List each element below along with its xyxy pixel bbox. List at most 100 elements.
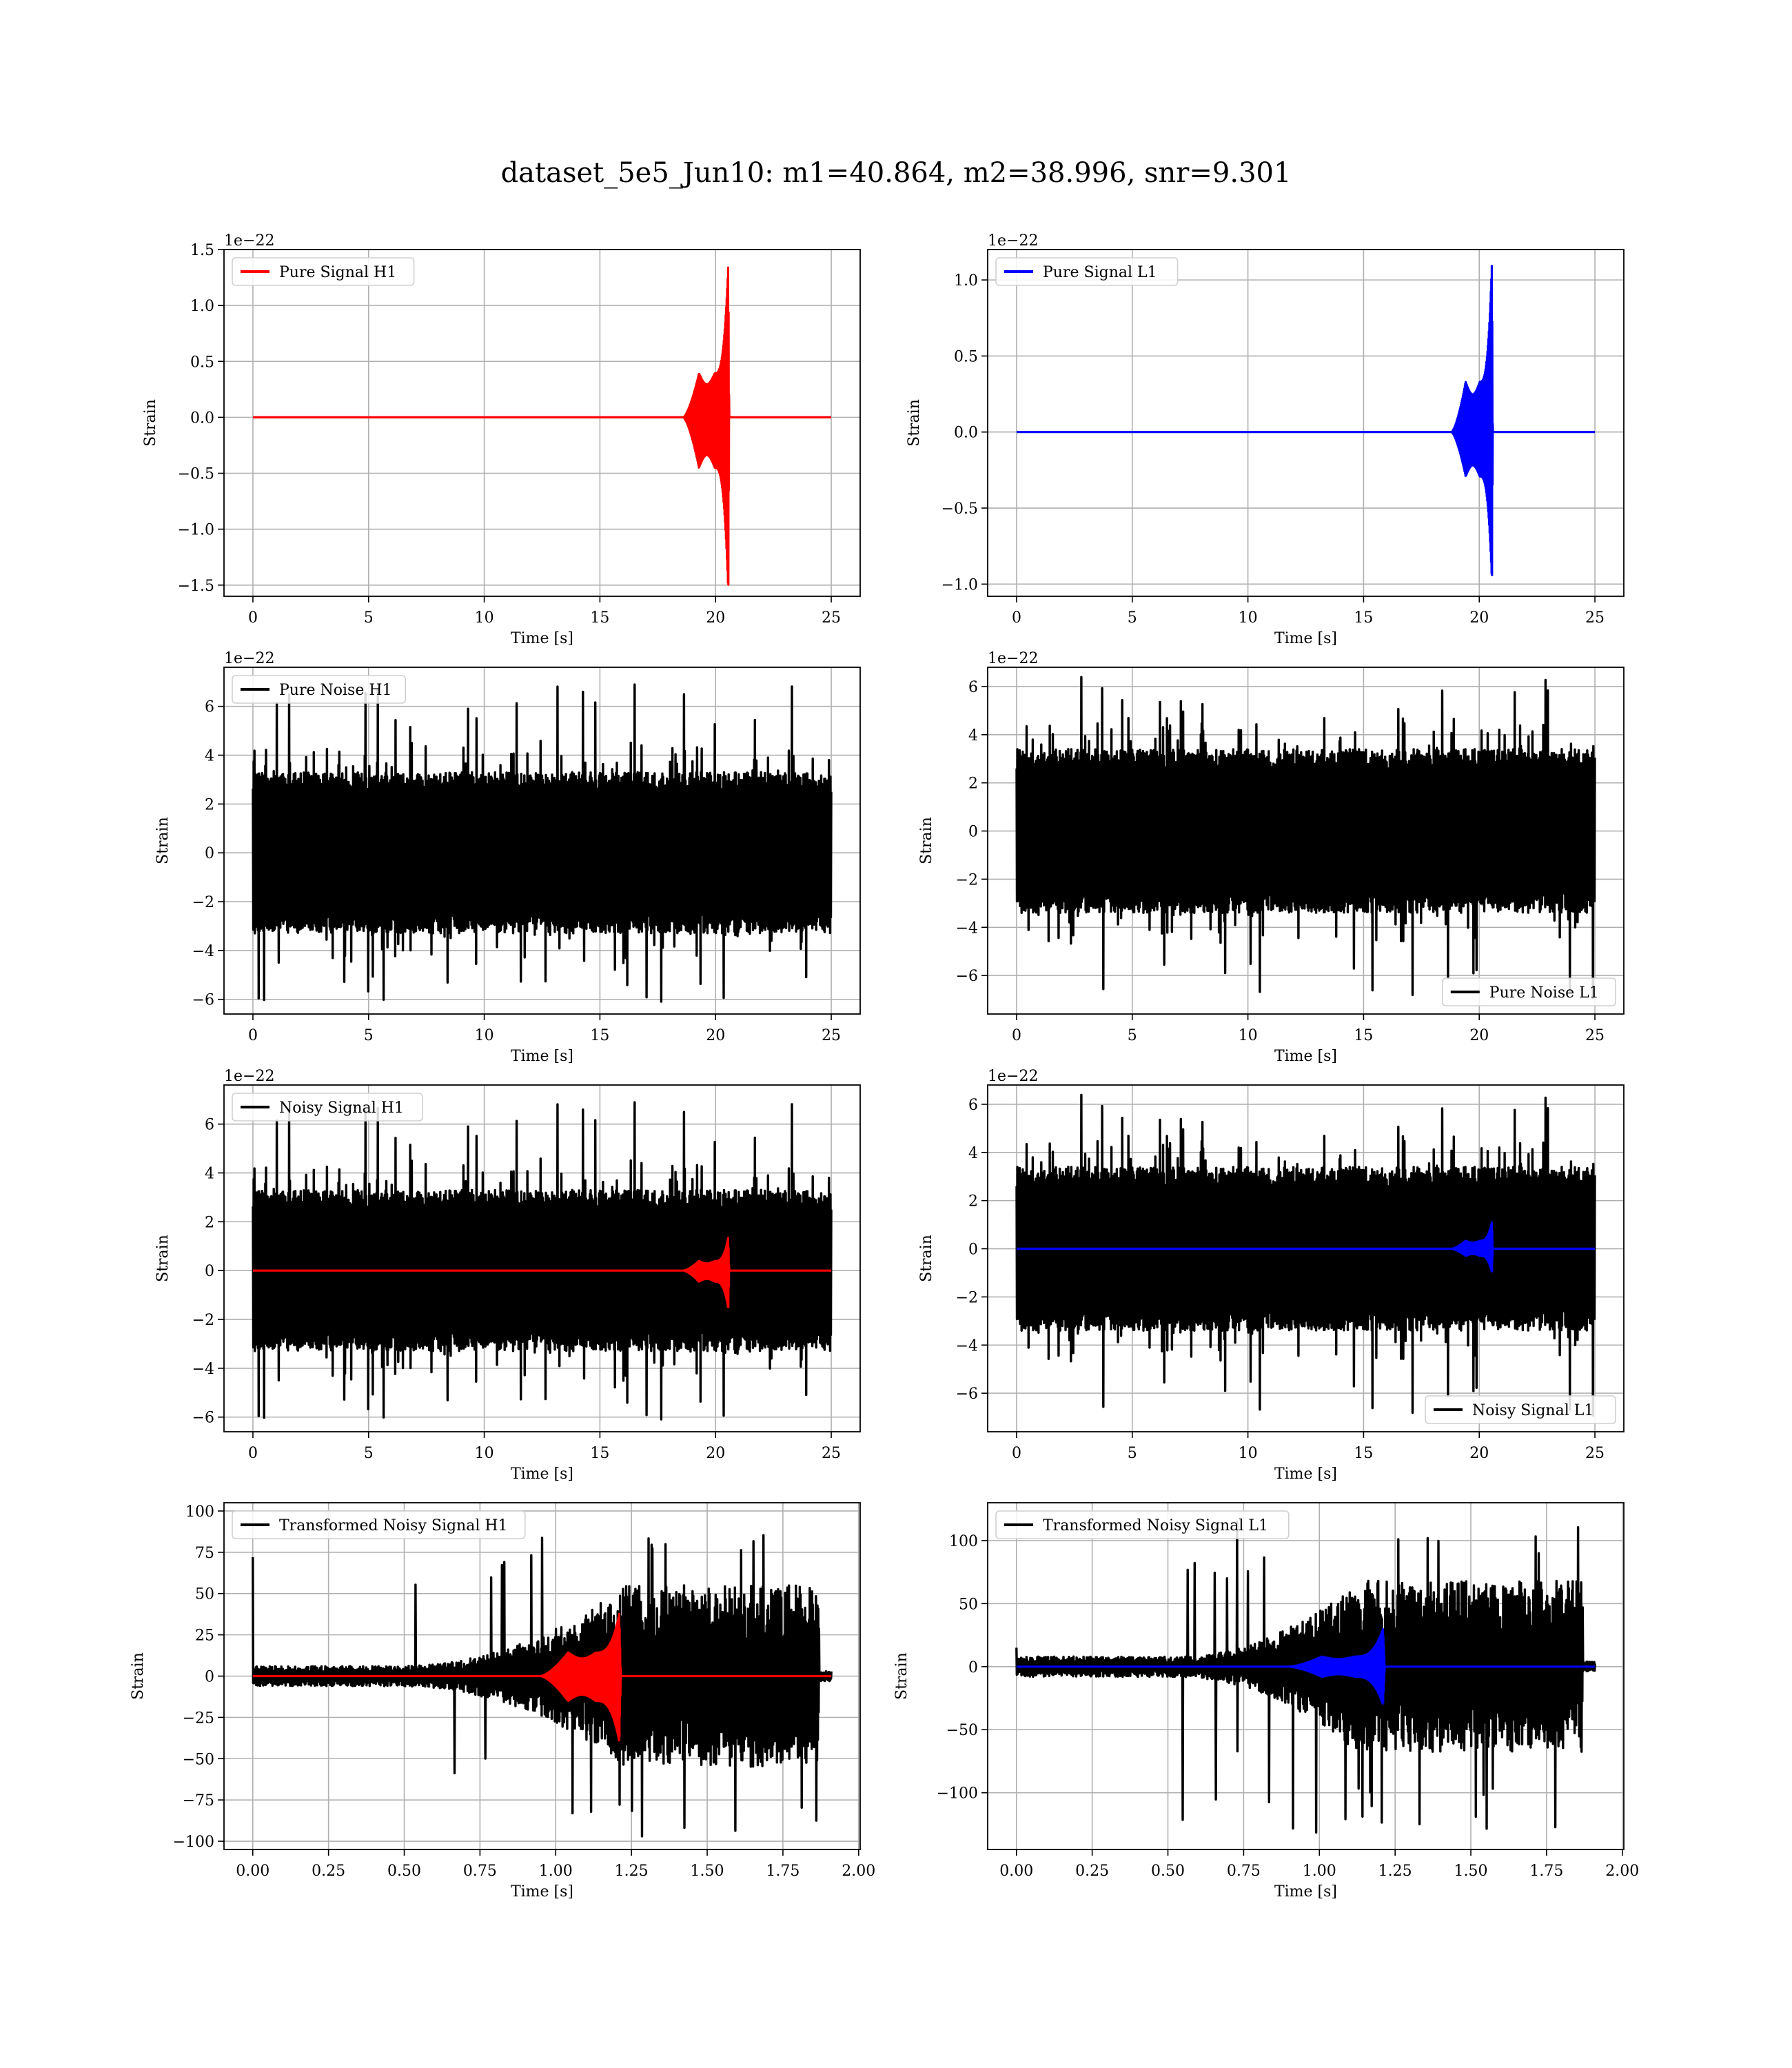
legend-box <box>232 675 406 704</box>
y-tick-label: −25 <box>183 1710 214 1727</box>
y-tick-label: 4 <box>968 727 978 744</box>
x-tick-label: 25 <box>1585 1445 1605 1462</box>
x-tick-label: 5 <box>1128 609 1137 627</box>
x-tick-label: 15 <box>590 609 609 627</box>
plot-area <box>1015 1520 1596 1834</box>
y-tick-label: 0.5 <box>954 348 978 365</box>
y-axis-label: Strain <box>906 399 923 447</box>
y-tick-label: 0.0 <box>190 409 214 427</box>
x-tick-label: 10 <box>1239 1445 1258 1462</box>
axes-frame <box>223 667 861 1015</box>
x-axis-label: Time [s] <box>511 630 573 647</box>
x-tick-label: 0.75 <box>463 1863 497 1880</box>
y-tick-label: −4 <box>192 943 214 960</box>
legend-label: Pure Noise H1 <box>279 682 392 699</box>
x-tick-label: 0 <box>1012 1027 1021 1044</box>
x-tick-label: 15 <box>590 1445 609 1462</box>
y-axis-label: Strain <box>918 817 935 864</box>
legend-box <box>1442 977 1616 1006</box>
axes-frame <box>223 1084 861 1432</box>
x-tick-label: 10 <box>1239 609 1258 627</box>
y-tick-label: −100 <box>937 1785 978 1803</box>
y-tick-label: −1.0 <box>178 522 214 539</box>
y-tick-label: 2 <box>205 1214 214 1231</box>
legend-box <box>1425 1395 1616 1424</box>
x-tick-label: 25 <box>1585 1027 1605 1044</box>
y-tick-label: 6 <box>205 699 214 716</box>
x-tick-label: 1.75 <box>766 1863 800 1880</box>
x-tick-label: 5 <box>1128 1027 1137 1044</box>
x-tick-label: 0.25 <box>1075 1863 1109 1880</box>
y-tick-label: 2 <box>968 776 978 793</box>
y-tick-label: −2 <box>956 871 978 889</box>
y-tick-label: 2 <box>205 796 214 813</box>
x-tick-label: 15 <box>1354 1445 1373 1462</box>
x-tick-label: 1.00 <box>1303 1863 1336 1880</box>
y-tick-label: −4 <box>192 1361 214 1378</box>
legend: Transformed Noisy Signal H1 <box>232 1510 526 1539</box>
legend: Pure Signal H1 <box>232 257 415 286</box>
y-tick-label: 4 <box>968 1145 978 1162</box>
y-axis-label: Strain <box>130 1652 147 1700</box>
x-tick-label: 1.25 <box>615 1863 649 1880</box>
y-tick-label: 0 <box>205 1263 214 1280</box>
series-line-transformed-noisy-signal-l1 <box>1015 1520 1596 1834</box>
legend-label: Pure Signal L1 <box>1043 264 1157 281</box>
axes-frame <box>987 249 1625 597</box>
legend: Noisy Signal H1 <box>232 1093 423 1122</box>
x-tick-label: 20 <box>1469 1027 1489 1044</box>
x-tick-label: 25 <box>822 1027 841 1044</box>
y-tick-label: −4 <box>956 1337 978 1355</box>
x-tick-label: 20 <box>1469 609 1489 627</box>
y-tick-label: −6 <box>192 1410 214 1427</box>
legend: Pure Noise H1 <box>232 675 406 704</box>
offset-text: 1e−22 <box>224 650 274 667</box>
panel-transformed-l1: 0.00 0.25 0.50 0.75 1.00 1.25 1.50 1.75 2.00 −100… <box>893 1502 1639 1900</box>
x-tick-label: 10 <box>475 1027 494 1044</box>
y-tick-label: 50 <box>195 1586 214 1603</box>
legend: Pure Signal L1 <box>995 257 1179 286</box>
y-tick-label: −0.5 <box>178 466 214 483</box>
x-tick-label: 0.50 <box>1151 1863 1185 1880</box>
x-tick-label: 0.50 <box>387 1863 421 1880</box>
legend-box <box>995 1510 1290 1539</box>
y-axis-label: Strain <box>154 1235 172 1282</box>
y-tick-label: 0 <box>205 1669 214 1686</box>
y-tick-label: −50 <box>946 1722 978 1739</box>
x-tick-label: 0 <box>1012 1445 1021 1462</box>
y-tick-label: 0 <box>205 845 214 862</box>
legend-label: Noisy Signal H1 <box>279 1099 404 1117</box>
y-tick-label: 100 <box>949 1533 978 1550</box>
axes-frame <box>987 1502 1625 1850</box>
y-tick-label: 50 <box>959 1596 978 1613</box>
offset-text: 1e−22 <box>224 232 274 250</box>
x-axis-label: Time [s] <box>511 1048 573 1065</box>
x-tick-label: 15 <box>1354 1027 1373 1044</box>
panel-noisy-signal-h1: 0 5 10 15 20 25 −6 −4 −2 0 2 4 6 Time [s] Strain 1e−22 N… <box>154 1068 861 1483</box>
y-tick-label: −6 <box>956 1386 978 1403</box>
series-line-pure-signal-h1 <box>252 266 833 586</box>
legend: Transformed Noisy Signal L1 <box>995 1510 1290 1539</box>
series-line-pure-signal-l1 <box>1015 265 1596 576</box>
legend-label: Pure Signal H1 <box>279 264 396 281</box>
x-tick-label: 0 <box>1012 609 1021 627</box>
x-tick-label: 20 <box>706 1027 725 1044</box>
x-tick-label: 0 <box>248 1445 258 1462</box>
y-tick-label: 0 <box>968 1241 978 1259</box>
y-axis-label: Strain <box>893 1652 910 1700</box>
series-line-noisy-signal-h1 <box>252 1101 833 1421</box>
series-line-chirp <box>252 1612 833 1742</box>
x-tick-label: 20 <box>1469 1445 1489 1462</box>
panel-transformed-h1: 0.00 0.25 0.50 0.75 1.00 1.25 1.50 1.75 2.00 −100… <box>130 1502 875 1900</box>
y-tick-label: 1.0 <box>954 272 978 290</box>
legend: Pure Noise L1 <box>1442 977 1616 1006</box>
y-axis-label: Strain <box>154 817 172 864</box>
y-tick-label: −100 <box>173 1834 214 1851</box>
y-tick-label: −1.5 <box>178 578 214 595</box>
legend-label: Transformed Noisy Signal L1 <box>1043 1517 1268 1534</box>
x-tick-label: 0.25 <box>312 1863 345 1880</box>
y-tick-label: −75 <box>183 1792 214 1810</box>
x-tick-label: 5 <box>364 609 374 627</box>
x-tick-label: 1.75 <box>1529 1863 1563 1880</box>
